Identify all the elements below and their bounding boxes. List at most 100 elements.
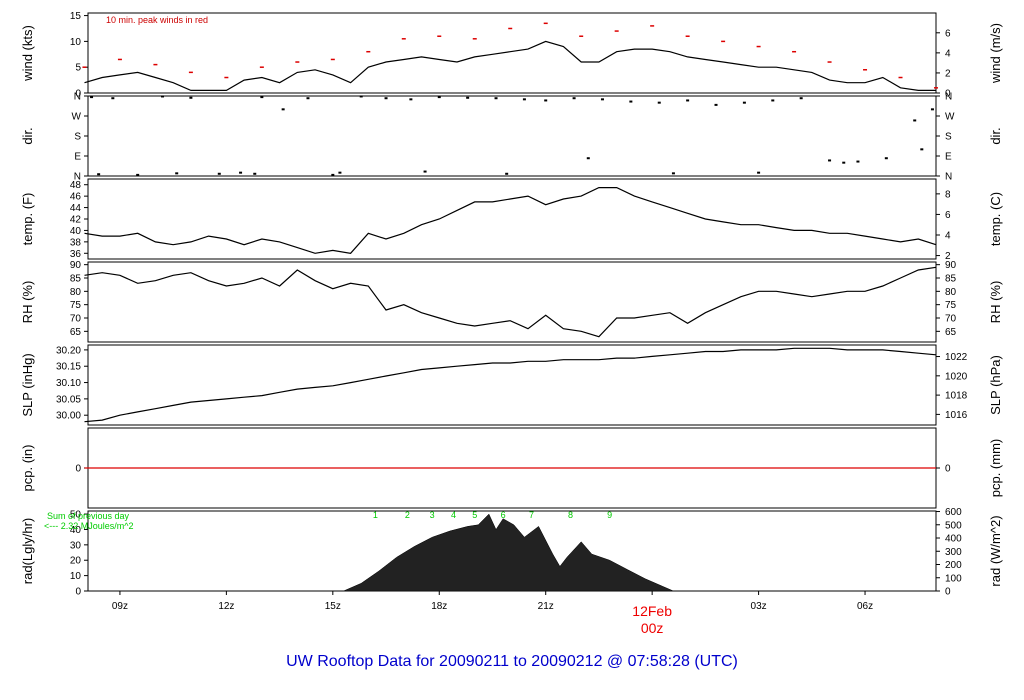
right-tick-label: N xyxy=(945,172,952,183)
direction-point xyxy=(423,170,427,173)
direction-point xyxy=(913,119,917,122)
date-marker-day: 12Feb xyxy=(632,603,672,619)
footer-title: UW Rooftop Data for 20090211 to 20090212… xyxy=(286,653,738,670)
direction-point xyxy=(384,97,388,100)
direction-point xyxy=(686,99,690,102)
direction-point xyxy=(771,99,775,102)
left-tick-label: 30.10 xyxy=(56,378,81,389)
direction-point xyxy=(331,173,335,176)
panel-frame xyxy=(87,95,937,177)
left-tick-label: 90 xyxy=(70,260,82,271)
right-tick-label: W xyxy=(945,112,955,123)
left-tick-label: 30 xyxy=(70,540,82,551)
left-axis-label: SLP (inHg) xyxy=(20,353,35,416)
hour-mark-label: 4 xyxy=(451,510,456,520)
left-tick-label: 10 xyxy=(70,571,82,582)
direction-point xyxy=(306,97,310,100)
direction-point xyxy=(884,157,888,160)
hour-mark-label: 6 xyxy=(501,510,506,520)
direction-point xyxy=(671,172,675,175)
direction-point xyxy=(799,97,803,100)
x-tick-label: 21z xyxy=(538,601,554,612)
right-tick-label: 1022 xyxy=(945,352,968,363)
panel-rh: 65 70 75 80 85 90 65 70 75 80 85 90 RH (%) RH (%) xyxy=(20,260,1003,343)
direction-point xyxy=(111,97,115,100)
radiation-area xyxy=(343,513,674,592)
right-tick-label: 4 xyxy=(945,231,951,242)
left-tick-label: 0 xyxy=(75,89,81,100)
right-tick-label: 80 xyxy=(945,287,957,298)
right-tick-label: 0 xyxy=(945,89,951,100)
left-axis-label: wind (kts) xyxy=(20,25,35,82)
panel-slp: 30.00 30.05 30.10 30.15 30.20 1016 1018 1020 102… xyxy=(20,344,1003,426)
right-tick-label: 90 xyxy=(945,260,957,271)
right-tick-label: 200 xyxy=(945,560,962,571)
panel-frame xyxy=(87,344,937,426)
right-tick-label: N xyxy=(945,92,952,103)
direction-point xyxy=(657,101,661,104)
series-line-rh xyxy=(84,266,937,338)
direction-point xyxy=(175,172,179,175)
direction-point xyxy=(572,97,576,100)
direction-point xyxy=(161,95,165,98)
direction-point xyxy=(856,160,860,163)
hour-mark-label: 5 xyxy=(472,510,477,520)
direction-point xyxy=(742,101,746,104)
left-tick-label: E xyxy=(74,152,81,163)
direction-point xyxy=(260,96,264,99)
x-tick-label: 06z xyxy=(857,601,873,612)
direction-point xyxy=(136,173,140,176)
right-tick-label: 1016 xyxy=(945,410,968,421)
right-axis-label: wind (m/s) xyxy=(988,23,1003,84)
right-tick-label: 300 xyxy=(945,547,962,558)
right-tick-label: 0 xyxy=(945,587,951,598)
panel-pcp: 0 0 pcp. (in) pcp. (mm) xyxy=(20,427,1003,509)
left-tick-label: 30.20 xyxy=(56,345,81,356)
left-tick-label: 70 xyxy=(70,314,82,325)
direction-point xyxy=(522,98,526,101)
right-axis-label: rad (W/m^2) xyxy=(988,515,1003,586)
x-tick-label: 15z xyxy=(325,601,341,612)
panel-wind: 0 5 10 15 0 2 4 6 wind (kts) wind (m/s) 10 min. pe… xyxy=(20,11,1003,99)
panel-frame xyxy=(87,178,937,260)
direction-point xyxy=(253,172,257,175)
series-line-slp xyxy=(84,347,937,423)
right-tick-label: E xyxy=(945,152,952,163)
left-tick-label: 46 xyxy=(70,192,82,203)
hour-mark-label: 7 xyxy=(529,510,534,520)
direction-point xyxy=(757,171,761,174)
left-tick-label: 48 xyxy=(70,180,82,191)
x-tick-label: 03z xyxy=(751,601,767,612)
left-tick-label: 15 xyxy=(70,11,82,22)
direction-point xyxy=(281,108,285,111)
right-tick-label: 0 xyxy=(945,464,951,475)
right-tick-label: 70 xyxy=(945,314,957,325)
x-axis: 09z 12z 15z 18z 21z 03z 06z xyxy=(112,591,873,612)
right-tick-label: 1018 xyxy=(945,391,968,402)
left-tick-label: 30.15 xyxy=(56,362,81,373)
direction-point xyxy=(409,98,413,101)
right-axis-label: RH (%) xyxy=(988,281,1003,324)
x-tick-label: 18z xyxy=(431,601,447,612)
left-tick-label: 42 xyxy=(70,215,82,226)
left-tick-label: W xyxy=(72,112,82,123)
x-tick-label: 12z xyxy=(218,601,234,612)
direction-point xyxy=(239,171,243,174)
right-tick-label: 600 xyxy=(945,507,962,518)
left-tick-label: 5 xyxy=(75,63,81,74)
left-axis-label: pcp. (in) xyxy=(20,445,35,492)
hour-mark-label: 9 xyxy=(607,510,612,520)
hour-mark-label: 8 xyxy=(568,510,573,520)
right-axis-label: pcp. (mm) xyxy=(988,439,1003,498)
right-tick-label: 400 xyxy=(945,534,962,545)
left-tick-label: 80 xyxy=(70,287,82,298)
left-tick-label: S xyxy=(74,132,81,143)
left-tick-label: 0 xyxy=(75,587,81,598)
right-tick-label: 75 xyxy=(945,300,957,311)
right-tick-label: S xyxy=(945,132,952,143)
right-tick-label: 1020 xyxy=(945,371,968,382)
left-tick-label: 10 xyxy=(70,37,82,48)
left-tick-label: 40 xyxy=(70,226,82,237)
radiation-note-line1: Sum of previous day xyxy=(47,511,130,521)
